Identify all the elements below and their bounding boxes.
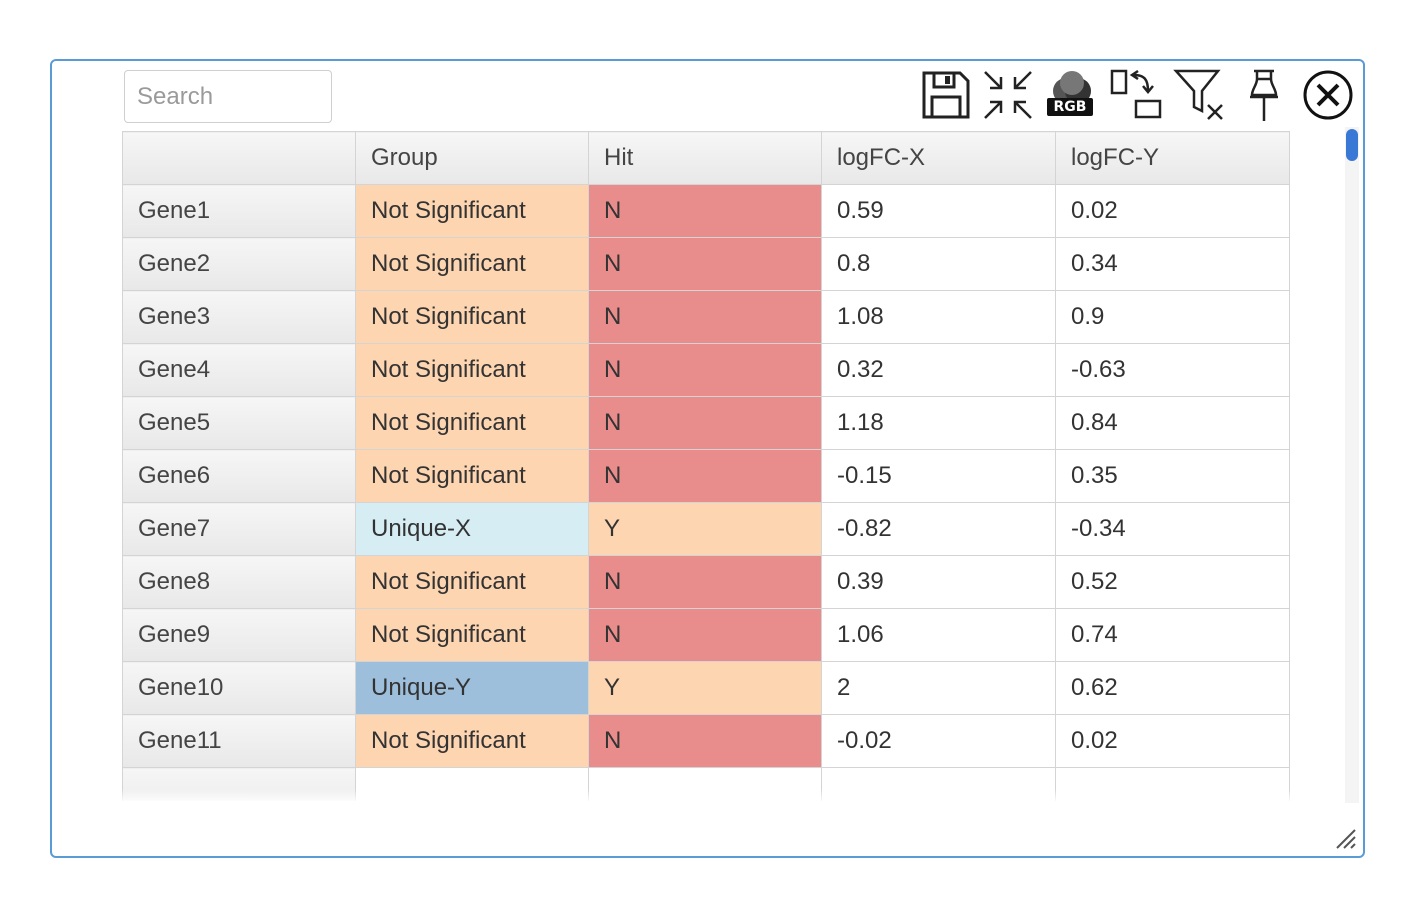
group-cell[interactable]: Not Significant: [355, 184, 589, 238]
table-row[interactable]: Gene6 Not Significant N -0.15 0.35: [122, 449, 1290, 503]
hit-cell[interactable]: N: [588, 555, 822, 609]
grid-fade: [122, 789, 1290, 803]
logfc-y-cell[interactable]: 0.84: [1055, 396, 1290, 450]
row-label-cell[interactable]: Gene11: [122, 714, 356, 768]
table-row[interactable]: Gene5 Not Significant N 1.18 0.84: [122, 396, 1290, 450]
table-row[interactable]: Gene4 Not Significant N 0.32 -0.63: [122, 343, 1290, 397]
hit-cell[interactable]: N: [588, 343, 822, 397]
group-cell[interactable]: Not Significant: [355, 449, 589, 503]
hit-cell[interactable]: N: [588, 396, 822, 450]
logfc-y-cell[interactable]: 0.35: [1055, 449, 1290, 503]
logfc-x-cell[interactable]: 1.08: [821, 290, 1056, 344]
hit-cell[interactable]: Y: [588, 502, 822, 556]
group-cell[interactable]: Not Significant: [355, 608, 589, 662]
table-row[interactable]: Gene8 Not Significant N 0.39 0.52: [122, 555, 1290, 609]
group-cell[interactable]: Not Significant: [355, 714, 589, 768]
group-cell[interactable]: Not Significant: [355, 290, 589, 344]
logfc-y-cell[interactable]: 0.02: [1055, 714, 1290, 768]
table-row[interactable]: Gene9 Not Significant N 1.06 0.74: [122, 608, 1290, 662]
group-cell[interactable]: Not Significant: [355, 555, 589, 609]
row-label-cell[interactable]: Gene1: [122, 184, 356, 238]
logfc-x-cell[interactable]: -0.82: [821, 502, 1056, 556]
logfc-x-cell[interactable]: 1.18: [821, 396, 1056, 450]
logfc-y-cell[interactable]: 0.74: [1055, 608, 1290, 662]
logfc-y-cell[interactable]: 0.62: [1055, 661, 1290, 715]
table-row[interactable]: Gene10 Unique-Y Y 2 0.62: [122, 661, 1290, 715]
group-cell[interactable]: Unique-Y: [355, 661, 589, 715]
logfc-x-cell[interactable]: -0.02: [821, 714, 1056, 768]
search-input[interactable]: [124, 70, 332, 123]
hit-cell[interactable]: N: [588, 237, 822, 291]
logfc-x-cell[interactable]: -0.15: [821, 449, 1056, 503]
data-grid: Group Hit logFC-X logFC-Y Gene1 Not Signi…: [122, 131, 1290, 801]
row-label-cell[interactable]: Gene7: [122, 502, 356, 556]
hit-cell[interactable]: N: [588, 714, 822, 768]
hit-cell[interactable]: N: [588, 184, 822, 238]
save-icon[interactable]: [918, 67, 974, 123]
row-label-cell[interactable]: Gene9: [122, 608, 356, 662]
row-label-cell[interactable]: Gene10: [122, 661, 356, 715]
pin-icon[interactable]: [1236, 67, 1292, 123]
row-label-cell[interactable]: Gene8: [122, 555, 356, 609]
row-label-cell[interactable]: Gene6: [122, 449, 356, 503]
swap-layout-icon[interactable]: [1108, 67, 1164, 123]
scrollbar-thumb[interactable]: [1346, 129, 1358, 161]
table-dialog: RGB: [50, 59, 1365, 858]
resize-handle-icon[interactable]: [1335, 828, 1357, 850]
logfc-x-cell[interactable]: 0.59: [821, 184, 1056, 238]
logfc-y-cell[interactable]: 0.34: [1055, 237, 1290, 291]
column-header-hit[interactable]: Hit: [588, 131, 822, 185]
group-cell[interactable]: Not Significant: [355, 237, 589, 291]
results-table: Group Hit logFC-X logFC-Y Gene1 Not Signi…: [122, 131, 1290, 801]
clear-filter-icon[interactable]: [1172, 67, 1228, 123]
hit-cell[interactable]: N: [588, 290, 822, 344]
table-row[interactable]: Gene1 Not Significant N 0.59 0.02: [122, 184, 1290, 238]
column-header-logfc-x[interactable]: logFC-X: [821, 131, 1056, 185]
column-header-rowname[interactable]: [122, 131, 356, 185]
logfc-x-cell[interactable]: 0.32: [821, 343, 1056, 397]
logfc-y-cell[interactable]: 0.02: [1055, 184, 1290, 238]
row-label-cell[interactable]: Gene2: [122, 237, 356, 291]
rgb-color-icon[interactable]: RGB: [1044, 67, 1100, 123]
shrink-icon[interactable]: [980, 67, 1036, 123]
logfc-y-cell[interactable]: -0.63: [1055, 343, 1290, 397]
logfc-x-cell[interactable]: 0.39: [821, 555, 1056, 609]
logfc-y-cell[interactable]: 0.9: [1055, 290, 1290, 344]
logfc-y-cell[interactable]: -0.34: [1055, 502, 1290, 556]
row-label-cell[interactable]: Gene4: [122, 343, 356, 397]
group-cell[interactable]: Not Significant: [355, 343, 589, 397]
hit-cell[interactable]: N: [588, 449, 822, 503]
logfc-x-cell[interactable]: 2: [821, 661, 1056, 715]
logfc-x-cell[interactable]: 0.8: [821, 237, 1056, 291]
vertical-scrollbar[interactable]: [1345, 127, 1359, 803]
table-row[interactable]: Gene7 Unique-X Y -0.82 -0.34: [122, 502, 1290, 556]
column-header-logfc-y[interactable]: logFC-Y: [1055, 131, 1290, 185]
table-row[interactable]: Gene11 Not Significant N -0.02 0.02: [122, 714, 1290, 768]
rgb-label: RGB: [1047, 98, 1093, 116]
row-label-cell[interactable]: Gene5: [122, 396, 356, 450]
logfc-x-cell[interactable]: 1.06: [821, 608, 1056, 662]
table-row[interactable]: Gene3 Not Significant N 1.08 0.9: [122, 290, 1290, 344]
row-label-cell[interactable]: Gene3: [122, 290, 356, 344]
hit-cell[interactable]: Y: [588, 661, 822, 715]
group-cell[interactable]: Unique-X: [355, 502, 589, 556]
hit-cell[interactable]: N: [588, 608, 822, 662]
logfc-y-cell[interactable]: 0.52: [1055, 555, 1290, 609]
close-icon[interactable]: [1300, 67, 1356, 123]
header-row: Group Hit logFC-X logFC-Y: [122, 131, 1290, 185]
table-row[interactable]: Gene2 Not Significant N 0.8 0.34: [122, 237, 1290, 291]
group-cell[interactable]: Not Significant: [355, 396, 589, 450]
column-header-group[interactable]: Group: [355, 131, 589, 185]
